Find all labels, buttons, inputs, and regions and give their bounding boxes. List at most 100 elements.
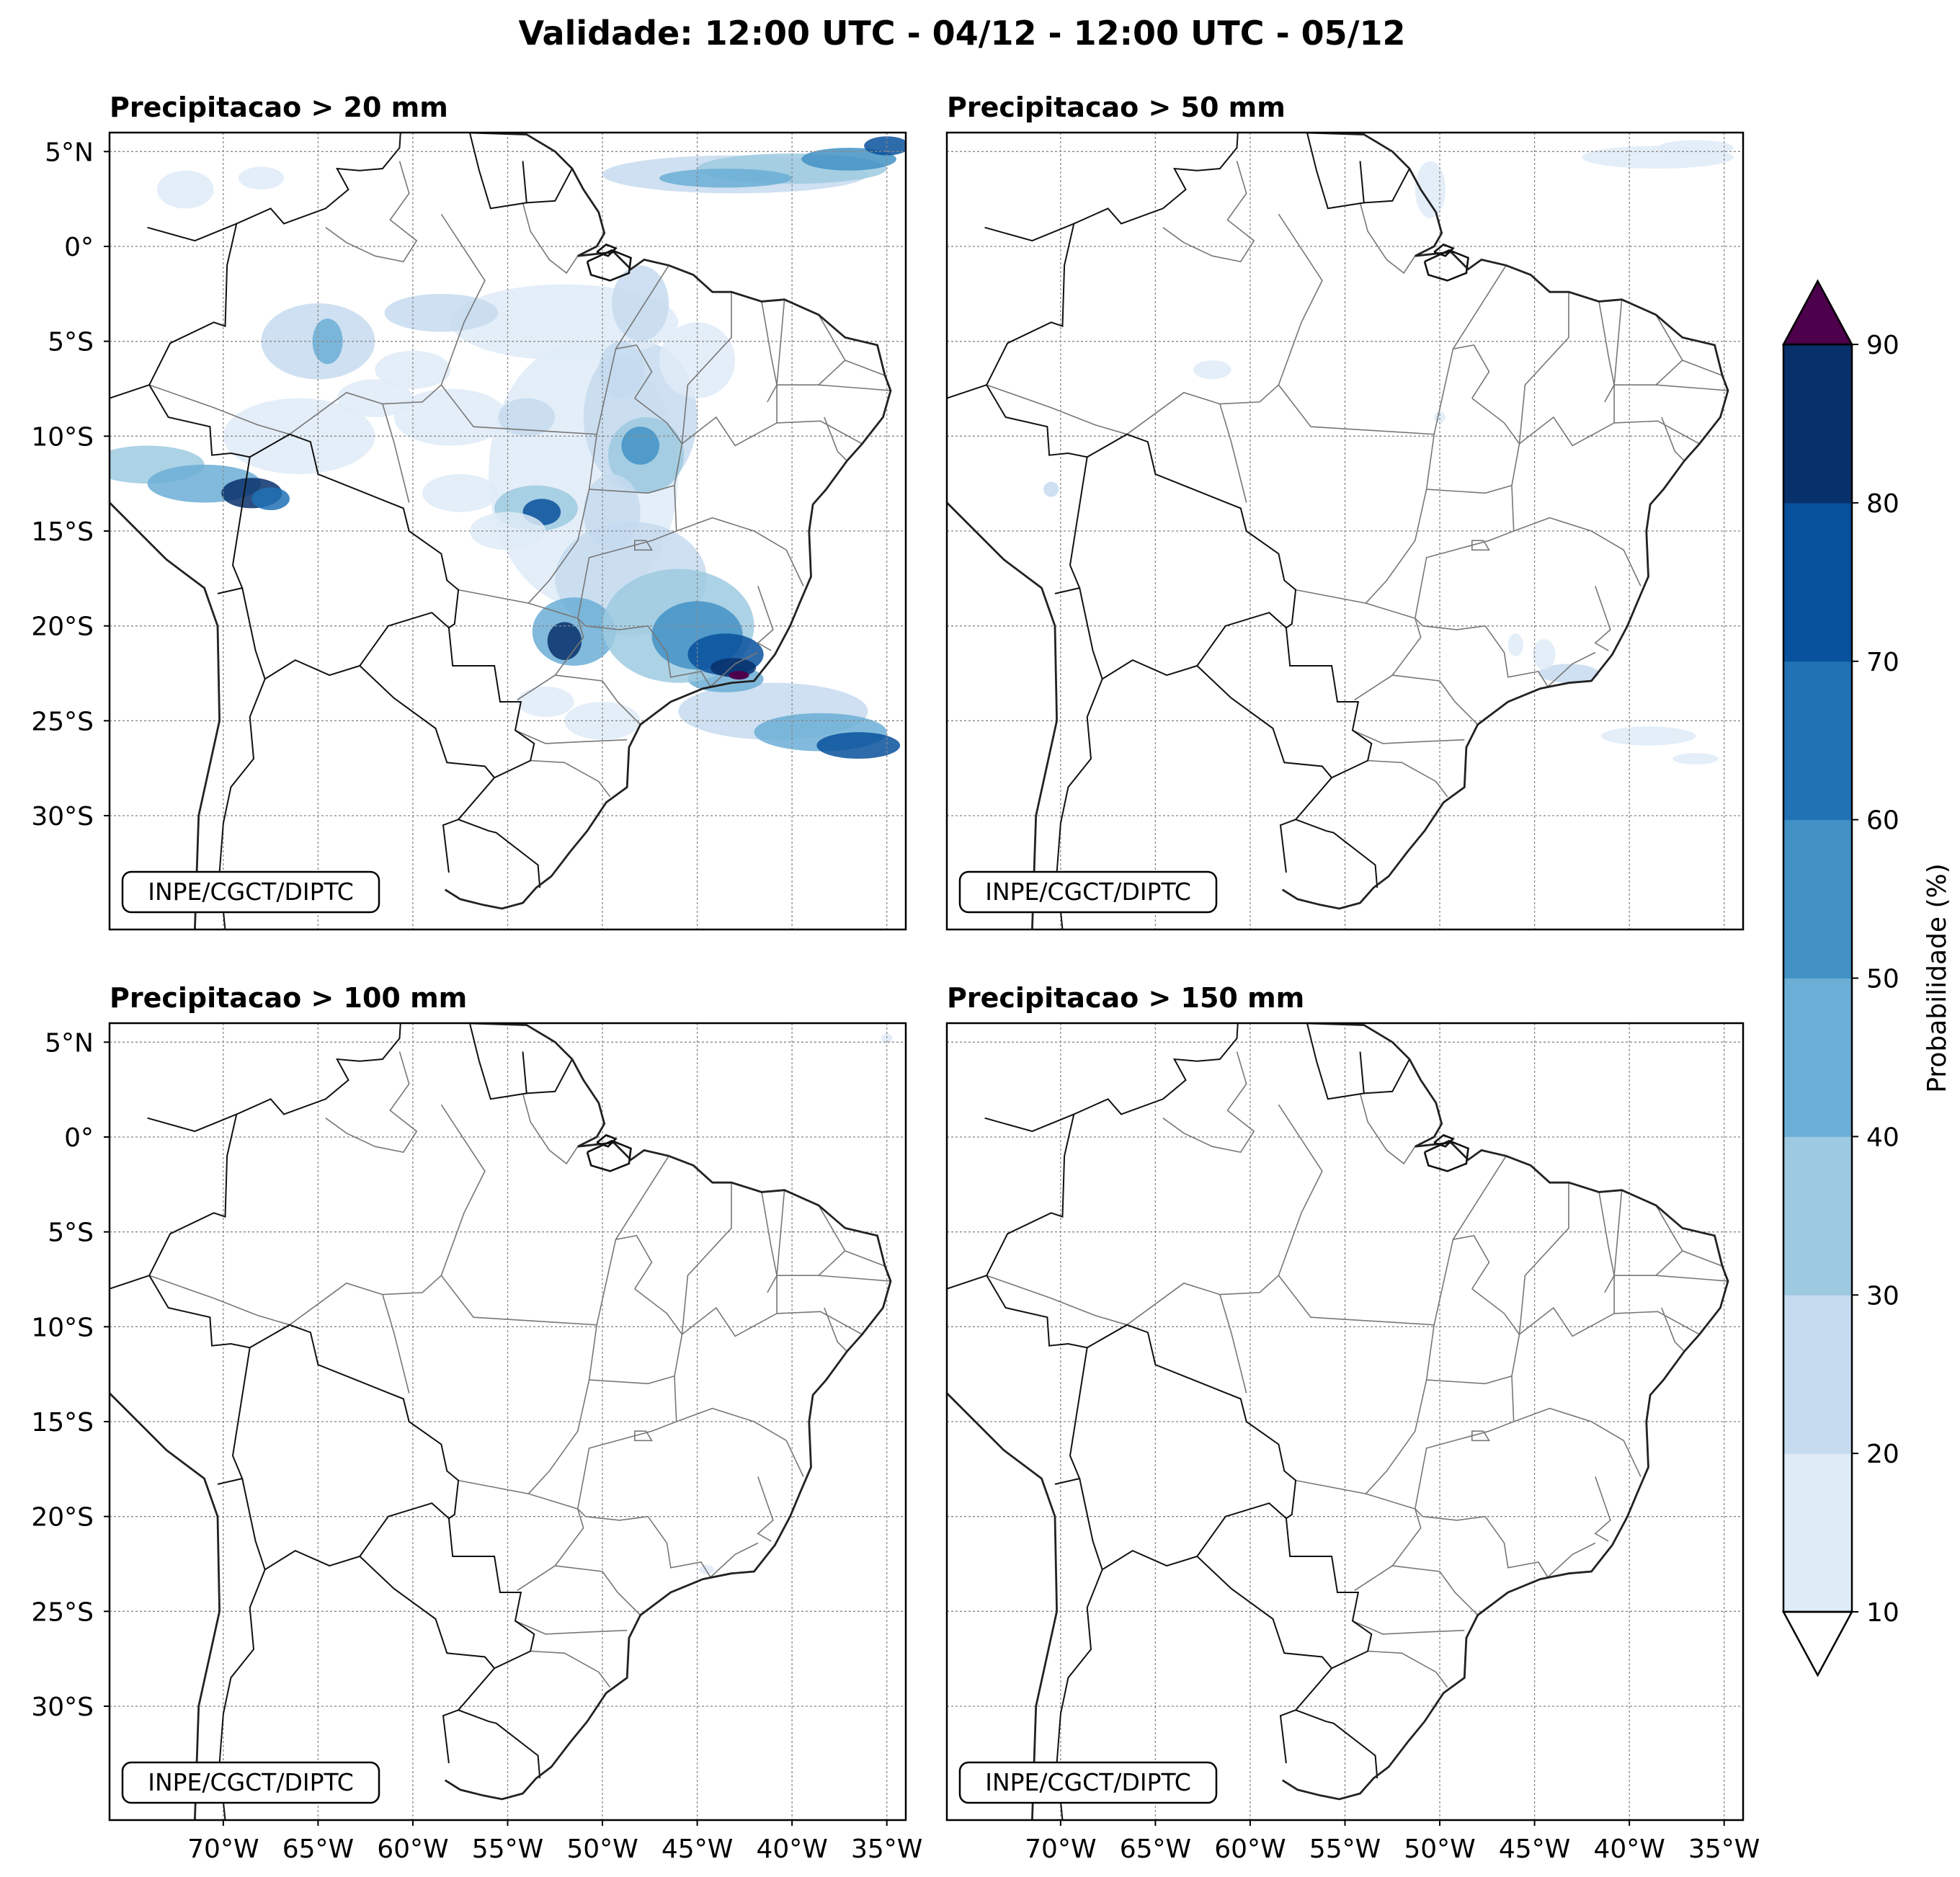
colorbar-segment (1783, 819, 1852, 978)
credit-label: INPE/CGCT/DIPTC (148, 1768, 354, 1796)
state-boundary (1614, 1311, 1700, 1335)
state-boundary (1368, 1650, 1448, 1688)
lat-tick-label: 20°S (31, 1503, 94, 1533)
state-boundary (1594, 586, 1611, 651)
state-boundary (1392, 1565, 1479, 1616)
state-boundary (824, 1307, 847, 1352)
coastline-island (586, 1139, 632, 1172)
state-boundary (1682, 360, 1723, 376)
lat-tick-label: 25°S (31, 1597, 94, 1627)
precip-area (1532, 639, 1556, 670)
state-boundary (1518, 1182, 1569, 1334)
boundaries (110, 133, 892, 929)
country-border (148, 133, 541, 888)
state-boundary (710, 1542, 759, 1578)
state-boundary (517, 602, 584, 701)
precip-probability-field (1043, 140, 1734, 764)
state-boundary (589, 1288, 683, 1385)
state-boundary (1547, 651, 1596, 687)
precip-area (1415, 161, 1446, 218)
colorbar-tick-label: 60 (1866, 806, 1899, 836)
state-boundary (1433, 344, 1490, 434)
state-boundary (1354, 1493, 1422, 1592)
gridlines (110, 1023, 906, 1820)
state-boundary (1426, 398, 1520, 494)
colorbar-tick-label: 50 (1866, 965, 1899, 994)
colorbar-segment (1783, 1136, 1852, 1296)
lat-tick-label: 20°S (31, 612, 94, 642)
state-boundary (1414, 1376, 1515, 1517)
lon-tick-label: 40°W (756, 1834, 827, 1864)
precip-area (801, 148, 896, 171)
lon-tick-label: 55°W (1309, 1834, 1381, 1864)
colorbar-tick-label: 80 (1866, 489, 1899, 519)
state-boundary (440, 384, 598, 604)
state-boundary (845, 1250, 886, 1267)
state-boundary (555, 674, 641, 726)
lon-tick-label: 70°W (1025, 1834, 1096, 1864)
credit-box: INPE/CGCT/DIPTC (958, 870, 1218, 914)
state-boundary (325, 161, 418, 262)
lat-tick-label: 5°N (45, 138, 94, 167)
state-boundary (615, 1155, 669, 1240)
precip-area (699, 1564, 715, 1574)
panel-frame (945, 131, 1745, 931)
country-border (217, 457, 251, 594)
state-boundary (1422, 625, 1549, 687)
credit-box: INPE/CGCT/DIPTC (121, 1761, 380, 1804)
state-boundary (148, 1275, 290, 1326)
lat-tick-label: 30°S (31, 802, 94, 832)
lon-tick-label: 60°W (1214, 1834, 1286, 1864)
map-panel-p50: Precipitacao > 50 mm INPE/CGCT/DIPTC (945, 92, 1745, 931)
country-border (217, 1347, 251, 1485)
state-boundary (382, 404, 410, 503)
country-border (1279, 1709, 1296, 1764)
state-boundary (1661, 1307, 1685, 1352)
state-boundary (1518, 292, 1569, 444)
precip-area (659, 322, 736, 398)
coastline-island (596, 1133, 618, 1148)
state-boundary (1433, 1235, 1490, 1325)
state-boundary (1426, 1288, 1520, 1385)
map-panel-p100: Precipitacao > 100 mm INPE/CGCT/DIPTC 5°N 0… (31, 982, 922, 1864)
precip-area (659, 169, 793, 188)
gridlines (947, 1023, 1743, 1820)
state-boundary (757, 1476, 774, 1542)
country-border (468, 133, 527, 210)
country-border (984, 223, 1074, 242)
state-boundary (530, 1650, 611, 1688)
state-boundary (1368, 759, 1448, 798)
map-panels: Precipitacao > 20 mm INPE/CGCT/DIPTC 5°N 0°… (31, 92, 1760, 1864)
country-border (1363, 168, 1410, 204)
colorbar-segment (1783, 1453, 1852, 1613)
state-boundary (1655, 384, 1729, 391)
precip-area (583, 474, 641, 550)
credit-label: INPE/CGCT/DIPTC (148, 878, 354, 906)
state-boundary (1682, 1250, 1723, 1267)
state-boundary (681, 1182, 732, 1334)
precip-area (422, 474, 499, 512)
precip-area (384, 293, 499, 332)
state-boundary (1614, 314, 1683, 385)
state-boundary (634, 1430, 653, 1442)
coastline-island (1423, 249, 1469, 282)
state-boundary (777, 314, 846, 385)
colorbar-extend-max (1781, 279, 1854, 346)
precip-area (621, 427, 659, 465)
boundaries (110, 1023, 892, 1820)
country-border (241, 587, 450, 680)
lon-tick-label: 70°W (187, 1834, 259, 1864)
state-boundary (682, 385, 778, 447)
country-border (1279, 819, 1296, 873)
lat-tick-label: 10°S (31, 422, 94, 452)
panel-title: Precipitacao > 150 mm (947, 982, 1304, 1014)
precip-area (251, 487, 290, 511)
precip-area (238, 166, 285, 190)
country-border (986, 1023, 1378, 1779)
colorbar: 10 20 30 40 50 60 70 80 90 Probabilidade (%) (1781, 279, 1952, 1677)
state-boundary (1513, 1407, 1642, 1477)
precip-area (864, 136, 906, 156)
state-boundary (576, 1376, 677, 1517)
country-border (442, 1709, 459, 1764)
lon-tick-label: 65°W (282, 1834, 354, 1864)
